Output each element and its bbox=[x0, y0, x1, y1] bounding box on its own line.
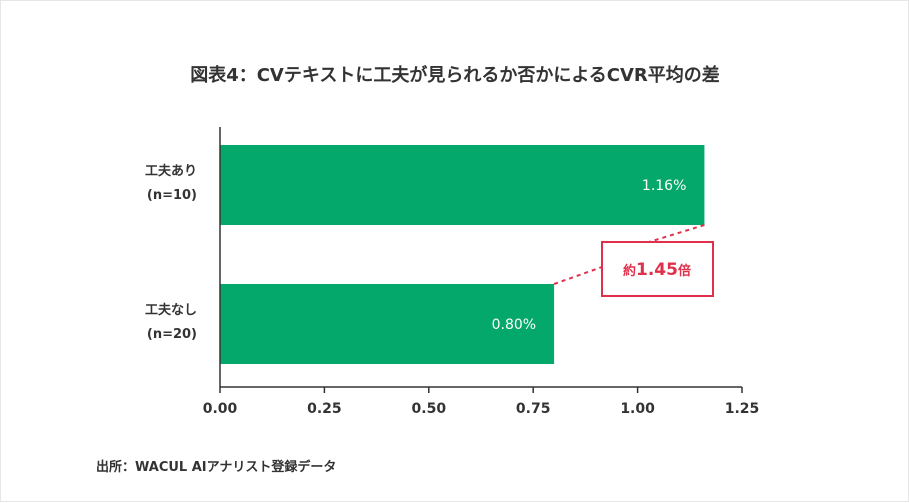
x-tick-label: 1.00 bbox=[620, 401, 655, 417]
callout-suffix: 倍 bbox=[678, 263, 691, 279]
category-label-line: 工夫なし bbox=[145, 302, 197, 318]
bar-value-label-2: 0.80% bbox=[492, 317, 536, 333]
category-label-1: 工夫あり (n=10) bbox=[145, 163, 197, 203]
callout-value: 1.45 bbox=[636, 260, 678, 280]
callout-connector-lower bbox=[553, 266, 603, 285]
callout-label: 約1.45倍 bbox=[623, 260, 691, 280]
x-axis-ticks: 0.00 0.25 0.50 0.75 1.00 1.25 bbox=[203, 387, 760, 417]
category-label-line: (n=20) bbox=[147, 327, 197, 342]
x-tick-label: 1.25 bbox=[725, 401, 760, 417]
ratio-callout: 約1.45倍 bbox=[553, 224, 714, 297]
bar-value-label-1: 1.16% bbox=[642, 178, 686, 194]
chart-title: 図表4：CVテキストに工夫が見られるか否かによるCVR平均の差 bbox=[190, 64, 720, 86]
source-note: 出所：WACUL AIアナリスト登録データ bbox=[96, 459, 336, 475]
x-tick-label: 0.25 bbox=[307, 401, 342, 417]
x-tick-label: 0.75 bbox=[516, 401, 551, 417]
bars-group: 1.16% 0.80% bbox=[220, 145, 705, 364]
callout-box bbox=[601, 241, 714, 297]
bar-1 bbox=[220, 145, 705, 225]
category-label-line: 工夫あり bbox=[145, 163, 197, 179]
category-label-2: 工夫なし (n=20) bbox=[145, 302, 197, 342]
callout-connector-upper bbox=[648, 224, 705, 243]
callout-prefix: 約 bbox=[623, 263, 636, 279]
category-labels: 工夫あり (n=10) 工夫なし (n=20) bbox=[145, 163, 197, 342]
category-label-line: (n=10) bbox=[147, 188, 197, 203]
x-tick-label: 0.50 bbox=[412, 401, 447, 417]
bar-2 bbox=[220, 284, 555, 364]
x-tick-label: 0.00 bbox=[203, 401, 238, 417]
